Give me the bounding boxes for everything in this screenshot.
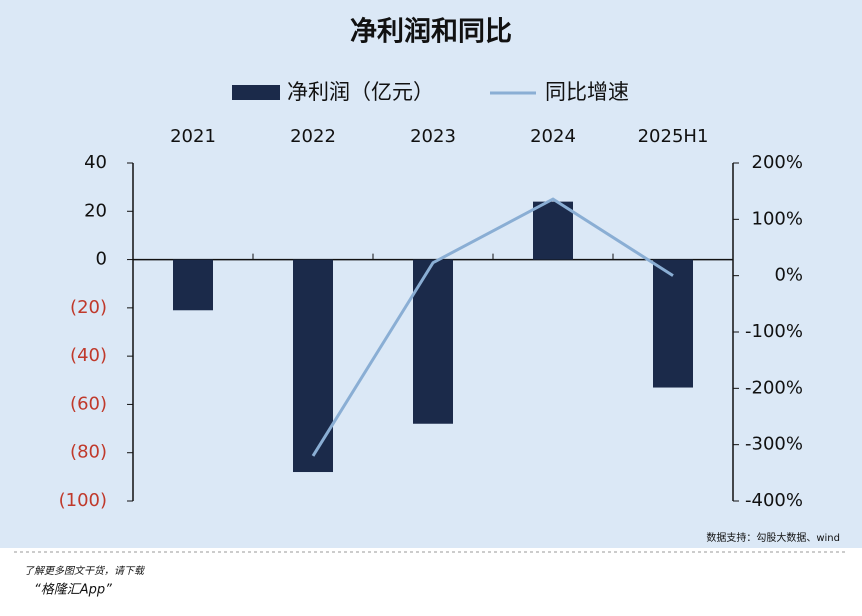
y-tick-label: (40): [70, 345, 107, 366]
legend-label: 同比增速: [545, 80, 629, 104]
bar: [653, 259, 693, 388]
x-tick-label: 2021: [170, 126, 216, 147]
legend-label: 净利润（亿元）: [287, 80, 434, 104]
chart-title: 净利润和同比: [350, 16, 512, 48]
bar: [293, 259, 333, 473]
x-tick-label: 2024: [530, 126, 576, 147]
y-tick-label: 20: [84, 200, 107, 221]
bar: [533, 201, 573, 260]
y-tick-label: 0: [96, 249, 107, 270]
footer-text: “格隆汇App”: [34, 583, 112, 598]
y-tick-label: (20): [70, 297, 107, 318]
source: 数据支持：勾股大数据、wind: [706, 531, 840, 544]
y-tick-label: (100): [59, 490, 107, 511]
y-tick-label: (80): [70, 442, 107, 463]
y2-tick-label: -200%: [745, 377, 803, 398]
y-tick-label: 40: [84, 152, 107, 173]
line: [311, 197, 674, 457]
y2-tick-label: 200%: [752, 152, 803, 173]
footer-text: 了解更多图文干货，请下载: [24, 565, 146, 577]
y2-tick-label: 0%: [774, 265, 803, 286]
y2-tick-label: -300%: [745, 434, 803, 455]
legend-swatch: [232, 85, 280, 100]
y2-tick-label: -400%: [745, 490, 803, 511]
x-tick-label: 2023: [410, 126, 456, 147]
y-tick-label: (60): [70, 393, 107, 414]
x-tick-label: 2022: [290, 126, 336, 147]
footer-background: [0, 548, 862, 616]
y2-tick-label: -100%: [745, 321, 803, 342]
y2-tick-label: 100%: [752, 208, 803, 229]
bar: [173, 259, 213, 311]
x-tick-label: 2025H1: [638, 126, 709, 147]
